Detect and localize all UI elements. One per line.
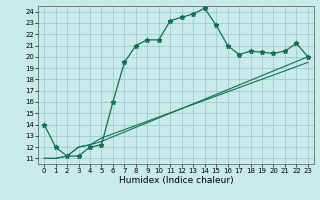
X-axis label: Humidex (Indice chaleur): Humidex (Indice chaleur) <box>119 176 233 185</box>
